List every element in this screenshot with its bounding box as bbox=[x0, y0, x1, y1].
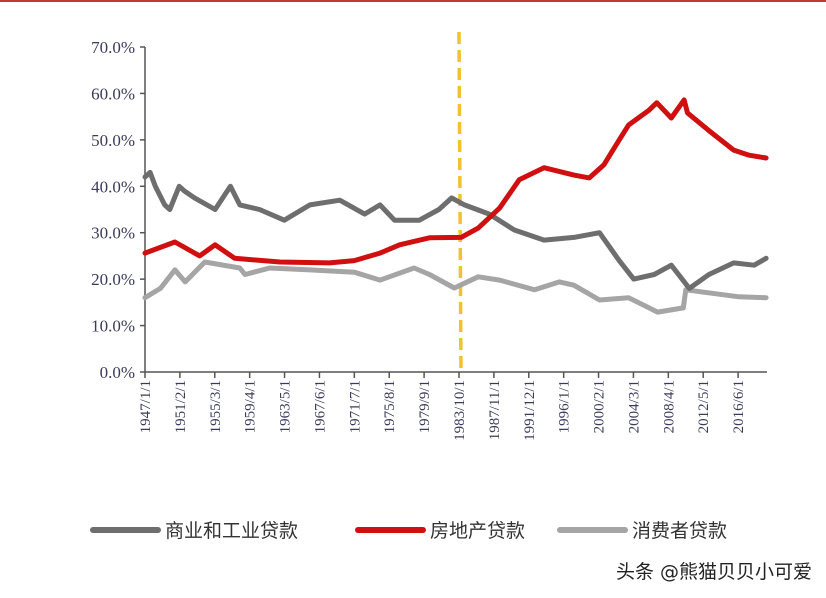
y-tick-label: 70.0% bbox=[91, 38, 135, 57]
series-line-0 bbox=[142, 169, 769, 291]
x-tick-label: 1979/9/1 bbox=[417, 380, 433, 433]
x-tick-label: 2004/3/1 bbox=[626, 380, 642, 433]
top-border bbox=[0, 0, 826, 2]
y-tick-label: 0.0% bbox=[100, 363, 135, 382]
series-line-2 bbox=[142, 259, 769, 315]
y-tick-label: 50.0% bbox=[91, 131, 135, 150]
x-tick-label: 1963/5/1 bbox=[278, 380, 294, 433]
legend-label-1: 房地产贷款 bbox=[430, 520, 525, 542]
y-tick-label: 20.0% bbox=[91, 270, 135, 289]
y-tick-label: 30.0% bbox=[91, 224, 135, 243]
x-tick-label: 1991/12/1 bbox=[522, 380, 538, 441]
x-tick-label: 2008/4/1 bbox=[661, 380, 677, 433]
x-tick-label: 1971/7/1 bbox=[347, 380, 363, 433]
series-line-1 bbox=[142, 97, 769, 266]
x-tick-label: 1967/6/1 bbox=[312, 380, 328, 433]
x-tick-label: 1955/3/1 bbox=[208, 380, 224, 433]
y-tick-label: 10.0% bbox=[91, 317, 135, 336]
x-tick-label: 1947/1/1 bbox=[138, 380, 154, 433]
x-tick-label: 1975/8/1 bbox=[382, 380, 398, 433]
x-tick-label: 1987/11/1 bbox=[487, 380, 503, 440]
legend-label-2: 消费者贷款 bbox=[632, 520, 727, 542]
x-tick-label: 1983/10/1 bbox=[452, 380, 468, 441]
x-tick-label: 2000/2/1 bbox=[592, 380, 608, 433]
x-tick-label: 1959/4/1 bbox=[243, 380, 259, 433]
watermark: 头条 @熊猫贝贝小可爱 bbox=[615, 561, 812, 583]
x-tick-label: 2012/5/1 bbox=[696, 380, 712, 433]
y-tick-label: 40.0% bbox=[91, 177, 135, 196]
legend-label-0: 商业和工业贷款 bbox=[165, 520, 298, 542]
y-tick-label: 60.0% bbox=[91, 84, 135, 103]
x-tick-label: 2016/6/1 bbox=[731, 380, 747, 433]
x-tick-label: 1951/2/1 bbox=[173, 380, 189, 433]
x-tick-label: 1996/1/1 bbox=[557, 380, 573, 433]
